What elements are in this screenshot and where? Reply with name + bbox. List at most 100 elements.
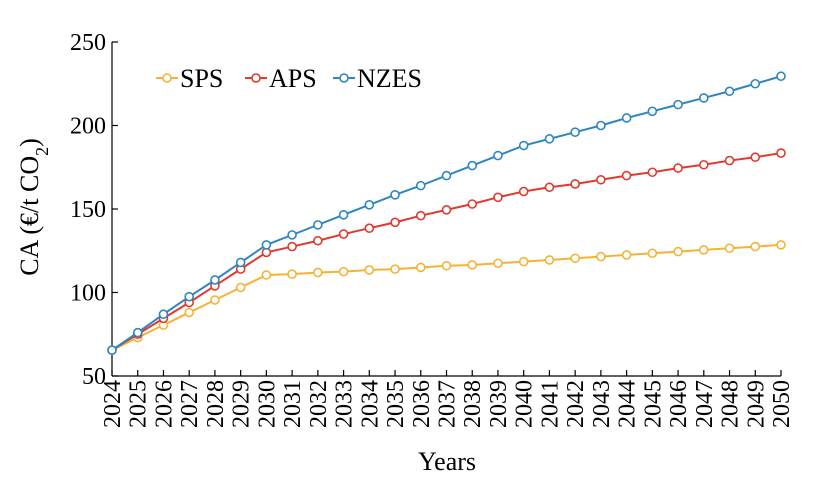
x-tick-label: 2033: [332, 380, 358, 428]
x-tick-label: 2037: [435, 380, 461, 428]
data-point: [544, 182, 555, 193]
data-point: [390, 264, 400, 274]
data-point: [776, 240, 786, 250]
x-axis-title: Years: [418, 447, 476, 476]
data-point: [313, 220, 323, 230]
data-point: [673, 163, 683, 173]
x-tick-label: 2031: [280, 380, 306, 428]
data-point: [493, 258, 503, 269]
x-tick-label: 2047: [692, 380, 718, 428]
data-point: [518, 256, 529, 267]
data-point: [390, 217, 400, 228]
legend-swatch-marker: [339, 73, 349, 83]
legend-swatch-marker: [162, 73, 172, 83]
x-tick-label: 2044: [615, 380, 641, 428]
data-point: [184, 291, 194, 302]
data-point: [338, 210, 349, 220]
data-point: [699, 93, 709, 103]
legend: SPS APS NZES: [156, 64, 422, 93]
data-point: [493, 192, 503, 203]
x-tick-label: 2030: [254, 380, 280, 428]
data-point: [132, 327, 143, 338]
legend-item-aps: APS: [245, 64, 317, 93]
data-point: [415, 262, 426, 273]
data-point: [338, 229, 349, 239]
y-ticks: 50 100 150 200 250: [70, 30, 118, 390]
data-point: [364, 223, 375, 234]
y-tick-label: 200: [70, 114, 106, 140]
data-point: [493, 150, 503, 161]
data-point: [724, 86, 735, 97]
x-tick-label: 2041: [537, 380, 563, 428]
data-point: [415, 210, 426, 221]
x-tick-label: 2034: [357, 380, 383, 428]
x-tick-label: 2026: [151, 380, 177, 428]
data-point: [441, 260, 452, 271]
x-tick-label: 2050: [769, 380, 795, 428]
series-nzes: [107, 71, 786, 355]
series-layer: [107, 71, 786, 355]
data-point: [158, 309, 169, 320]
series-sps: [107, 240, 786, 355]
x-tick-label: 2024: [100, 380, 126, 428]
data-point: [287, 230, 297, 240]
data-point: [596, 174, 606, 185]
data-point: [750, 241, 761, 252]
data-point: [235, 257, 246, 268]
data-point: [467, 160, 478, 171]
data-point: [415, 180, 426, 191]
x-tick-label: 2036: [409, 380, 435, 428]
legend-item-sps: SPS: [156, 64, 223, 93]
data-point: [621, 170, 632, 181]
data-point: [596, 251, 606, 262]
data-point: [596, 120, 606, 131]
x-ticks: 2024 2025 2026 2027 2028 2029 2030 2031 2032 2033…: [100, 370, 795, 428]
data-point: [621, 113, 632, 123]
data-point: [699, 159, 709, 170]
data-point: [235, 282, 246, 293]
legend-item-nzes: NZES: [333, 64, 422, 93]
x-tick-label: 2035: [383, 380, 409, 428]
data-point: [750, 78, 761, 89]
data-point: [210, 295, 220, 305]
data-point: [544, 134, 555, 144]
x-tick-label: 2046: [666, 380, 692, 428]
y-axis-title: CA (€/t CO2): [15, 138, 52, 276]
x-tick-label: 2049: [743, 380, 769, 428]
data-point: [441, 205, 452, 215]
data-point: [261, 270, 272, 280]
data-point: [261, 240, 272, 250]
data-point: [338, 266, 349, 277]
legend-label: NZES: [357, 64, 422, 93]
data-point: [544, 255, 555, 265]
data-point: [647, 106, 658, 117]
data-point: [776, 71, 786, 82]
x-tick-label: 2048: [718, 380, 744, 428]
data-point: [750, 152, 761, 163]
legend-label: APS: [269, 64, 317, 93]
data-point: [313, 267, 323, 278]
data-point: [184, 307, 194, 318]
data-point: [570, 127, 580, 137]
y-tick-label: 50: [82, 364, 106, 390]
x-tick-label: 2038: [460, 380, 486, 428]
x-tick-label: 2027: [177, 380, 203, 428]
x-tick-label: 2029: [229, 380, 255, 428]
x-tick-label: 2045: [640, 380, 666, 428]
x-tick-label: 2025: [126, 380, 152, 428]
data-point: [724, 243, 735, 254]
data-point: [313, 235, 323, 246]
data-point: [647, 167, 658, 178]
y-tick-label: 100: [70, 281, 106, 307]
legend-label: SPS: [180, 64, 223, 93]
data-point: [673, 99, 683, 110]
x-tick-label: 2032: [306, 380, 332, 428]
y-tick-label: 250: [70, 30, 106, 56]
data-point: [390, 190, 400, 200]
data-point: [107, 345, 117, 355]
legend-swatch-marker: [251, 73, 261, 83]
data-point: [210, 275, 220, 285]
data-point: [724, 155, 735, 166]
